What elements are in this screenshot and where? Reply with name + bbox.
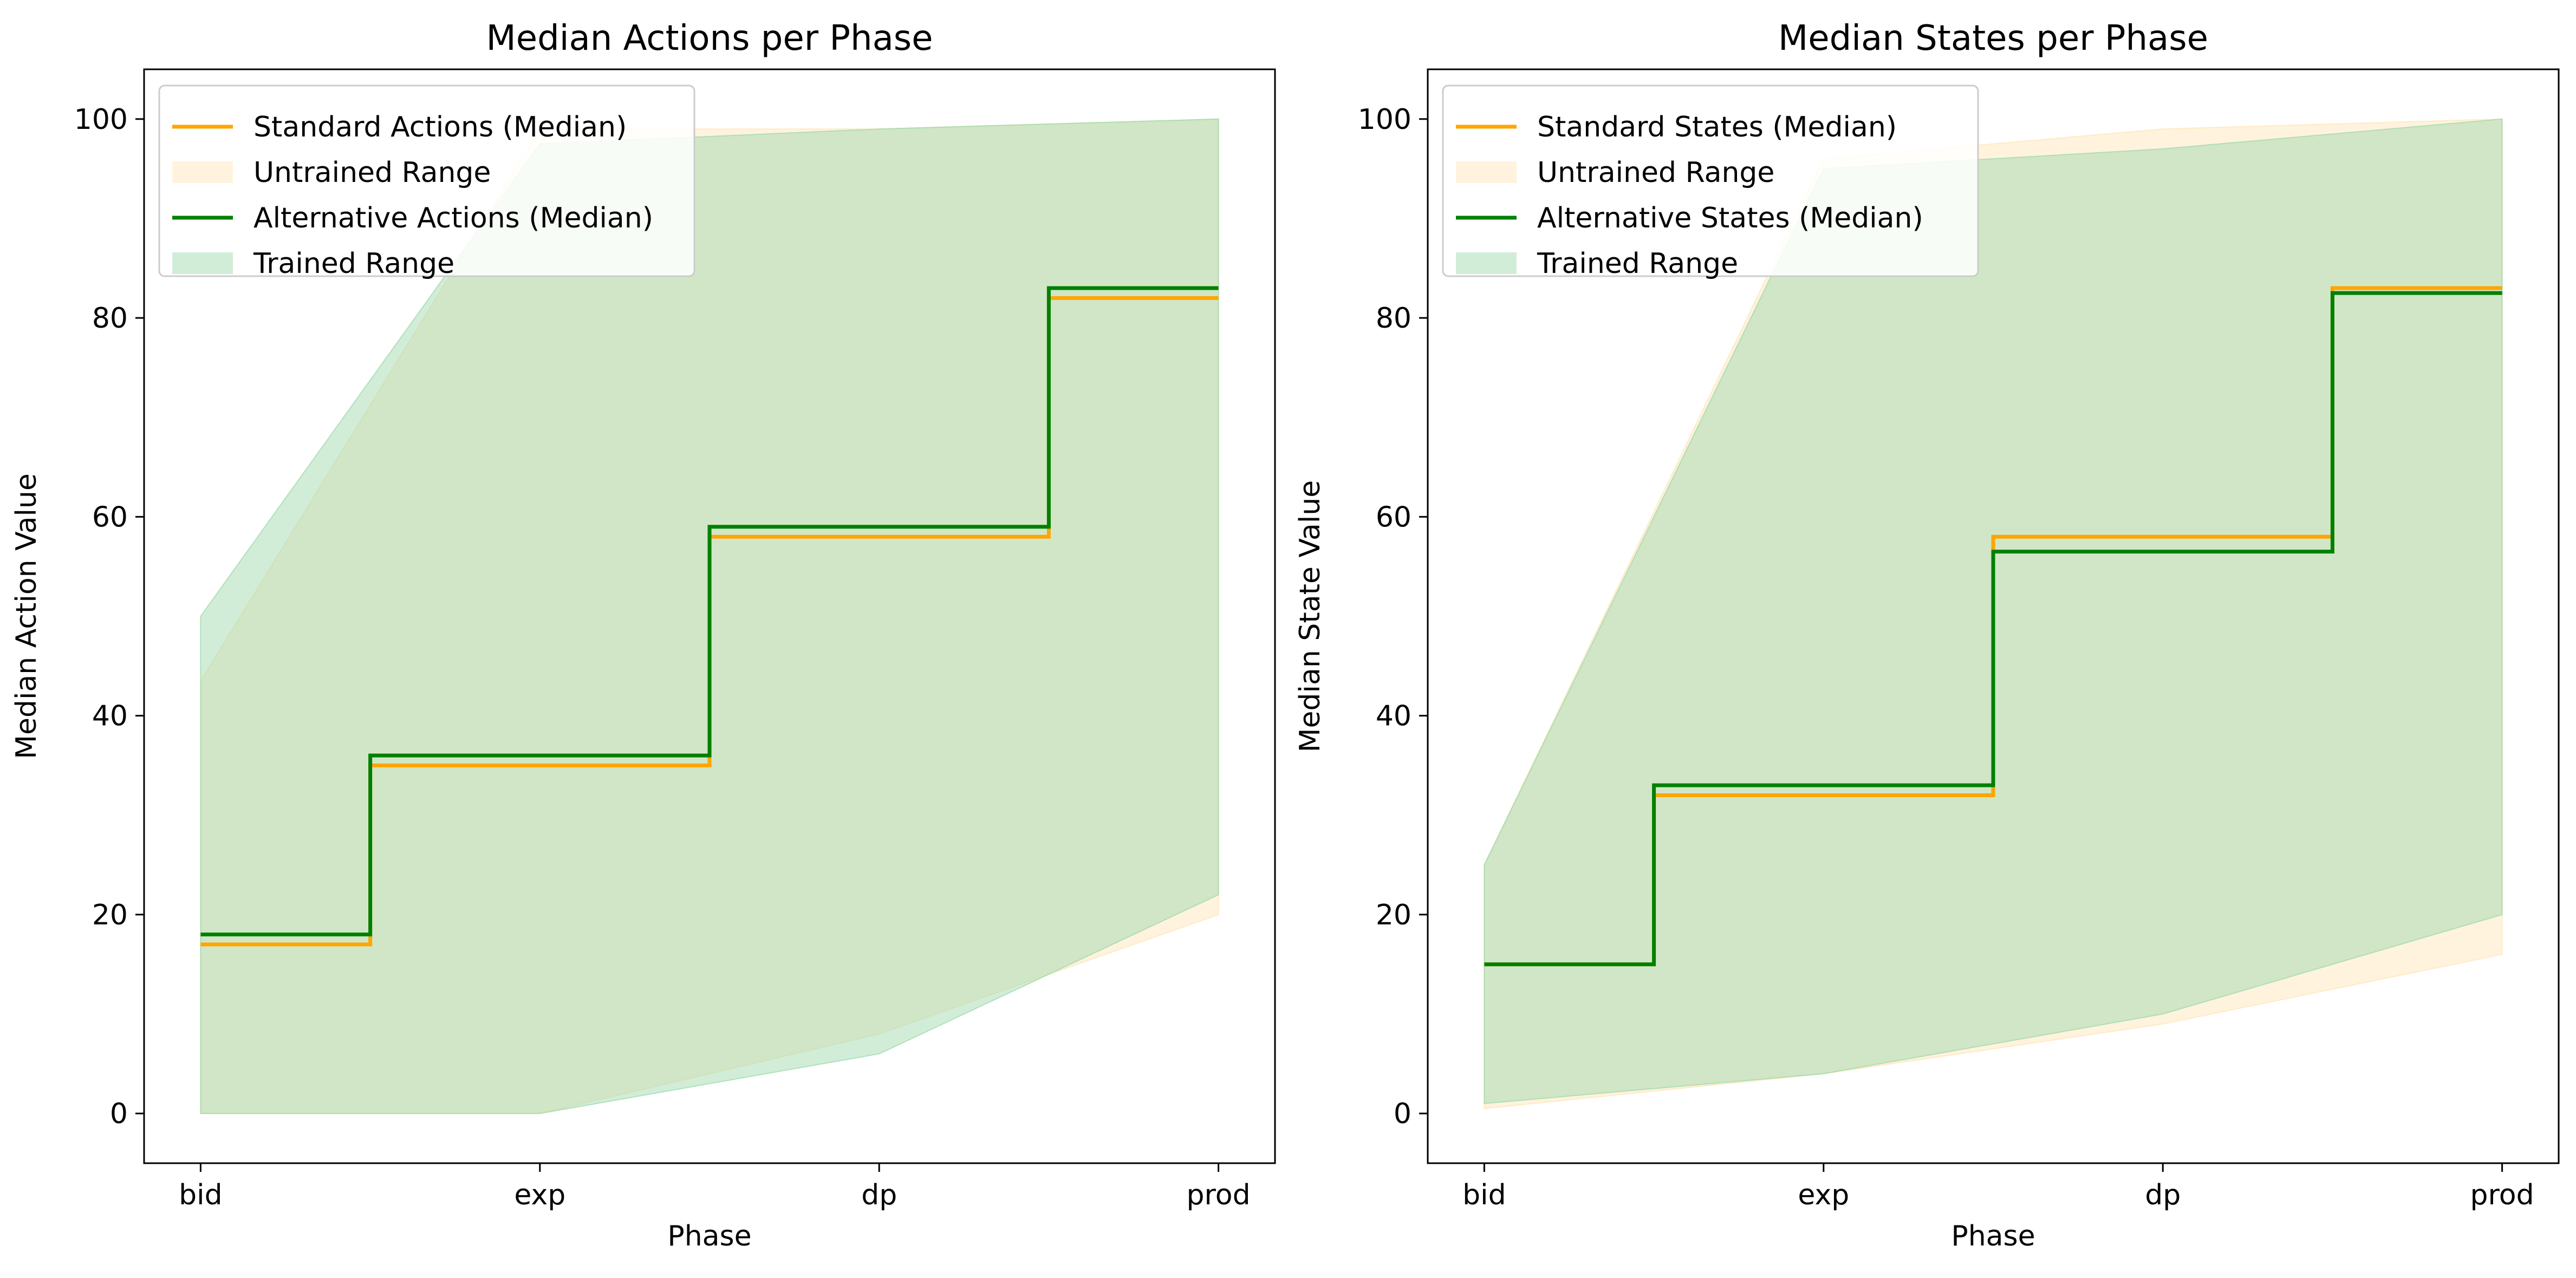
states-y-tick-label-80: 80 — [1376, 302, 1411, 335]
actions-x-tick-label-exp: exp — [514, 1179, 565, 1211]
actions-line-alternative-actions-median — [200, 286, 1219, 937]
states-legend-box — [1442, 84, 1979, 277]
states-y-axis-label: Median State Value — [1294, 480, 1326, 753]
actions-x-tick-label-prod: prod — [1187, 1179, 1251, 1211]
states-legend-label-alternative: Alternative States (Median) — [1537, 202, 1923, 234]
actions-legend-label-untrained: Untrained Range — [253, 157, 491, 189]
states-legend-swatch-untrained-range — [1456, 161, 1517, 183]
states-x-tick-label-dp: dp — [2145, 1179, 2181, 1211]
actions-x-tick-label-dp: dp — [861, 1179, 897, 1211]
states-y-tick-label-20: 20 — [1376, 899, 1411, 931]
actions-y-tick-label-60: 60 — [92, 501, 128, 533]
actions-y-tick-label-0: 0 — [110, 1098, 128, 1130]
actions-y-tick-label-100: 100 — [74, 103, 128, 136]
actions-x-axis-label: Phase — [667, 1220, 751, 1253]
actions-y-tick-label-40: 40 — [92, 700, 128, 733]
states-plot-frame — [1427, 68, 2560, 1164]
actions-chart-panel: Median Actions per Phase Phase Median Ac… — [10, 18, 1276, 1253]
states-legend-swatch-trained-range — [1456, 252, 1517, 274]
states-legend-label-untrained: Untrained Range — [1537, 157, 1774, 189]
actions-y-axis-label: Median Action Value — [10, 473, 43, 759]
states-x-axis-label: Phase — [1951, 1220, 2035, 1253]
actions-legend-swatch-untrained-range — [172, 161, 233, 183]
states-y-tick-label-0: 0 — [1394, 1098, 1411, 1130]
states-chart-title: Median States per Phase — [1778, 18, 2208, 58]
actions-plot-frame — [143, 68, 1276, 1164]
actions-legend-swatch-trained-range — [172, 252, 233, 274]
states-x-tick-label-prod: prod — [2470, 1179, 2534, 1211]
actions-y-tick-label-20: 20 — [92, 899, 128, 931]
states-line-alternative-states-median — [1484, 291, 2502, 967]
states-chart-panel: Median States per Phase Phase Median Sta… — [1294, 18, 2560, 1253]
states-y-tick-label-40: 40 — [1376, 700, 1411, 733]
actions-legend-label-trained: Trained Range — [253, 247, 454, 280]
states-y-tick-label-100: 100 — [1358, 103, 1411, 136]
states-y-tick-label-60: 60 — [1376, 501, 1411, 533]
actions-legend-label-standard: Standard Actions (Median) — [253, 111, 627, 144]
states-legend-label-trained: Trained Range — [1537, 247, 1738, 280]
actions-y-tick-label-80: 80 — [92, 302, 128, 335]
actions-legend-label-alternative: Alternative Actions (Median) — [253, 202, 653, 234]
actions-x-tick-label-bid: bid — [179, 1179, 222, 1211]
states-x-tick-label-bid: bid — [1462, 1179, 1506, 1211]
states-legend-label-standard: Standard States (Median) — [1537, 111, 1897, 144]
actions-legend-box — [158, 84, 695, 277]
states-x-tick-label-exp: exp — [1798, 1179, 1849, 1211]
actions-chart-title: Median Actions per Phase — [486, 18, 933, 58]
